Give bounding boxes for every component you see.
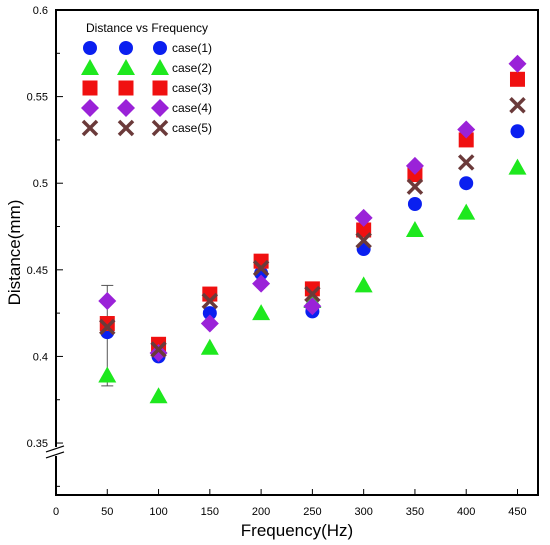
data-point (304, 285, 321, 303)
legend-label: case(5) (172, 121, 212, 135)
y-tick-label: 0.55 (27, 92, 48, 104)
data-point (354, 276, 373, 293)
x-marker-stroke (117, 119, 135, 137)
data-point (405, 156, 424, 175)
y-tick-label: 0.6 (33, 5, 48, 17)
legend-marker (82, 80, 98, 96)
x-marker-stroke (457, 154, 475, 171)
x-marker-stroke (201, 292, 219, 310)
axis-break-gap (48, 446, 64, 456)
legend-marker (117, 99, 135, 117)
data-point (458, 132, 474, 148)
data-point (459, 176, 474, 191)
data-point (149, 387, 168, 404)
data-point (98, 366, 117, 383)
legend-marker (117, 119, 135, 137)
axis-ticks: 0 50 100 150 200 250 300 350 400 450 0.35 0.4 0.45 0.… (27, 5, 527, 518)
x-tick-label: 300 (354, 506, 372, 518)
x-marker-stroke (509, 97, 526, 114)
legend-marker (117, 59, 135, 75)
series-4 (98, 54, 527, 362)
x-marker-stroke (151, 119, 169, 137)
legend-title: Distance vs Frequency (86, 21, 208, 35)
x-marker-stroke (252, 259, 270, 277)
data-point (509, 71, 525, 87)
x-axis-label: Frequency(Hz) (241, 521, 353, 540)
data-point (457, 203, 476, 220)
data-points (98, 54, 527, 404)
y-axis-label: Distance(mm) (5, 200, 24, 306)
y-tick-label: 0.5 (33, 178, 48, 190)
legend-label: case(4) (172, 101, 212, 115)
data-point (354, 208, 373, 227)
data-point (149, 343, 168, 362)
data-point (303, 297, 322, 316)
legend-marker (81, 59, 99, 75)
data-point (99, 318, 116, 336)
x-marker-stroke (81, 119, 99, 137)
data-point (508, 158, 527, 175)
axis-break-slash (45, 445, 65, 453)
data-point (406, 178, 424, 195)
legend-label: case(2) (172, 61, 212, 75)
y-tick-label: 0.4 (33, 351, 48, 363)
data-point (457, 154, 475, 171)
legend-marker (151, 59, 169, 75)
data-point (252, 259, 270, 277)
data-point (407, 197, 422, 211)
x-marker-stroke (304, 285, 321, 303)
legend-marker (81, 99, 99, 117)
x-tick-label: 50 (101, 506, 113, 518)
y-tick-label: 0.45 (27, 265, 48, 277)
data-point (356, 222, 372, 238)
x-tick-label: 0 (53, 506, 59, 518)
x-marker-stroke (355, 232, 372, 249)
data-point (98, 292, 117, 310)
data-point (252, 274, 271, 293)
x-tick-label: 400 (457, 506, 475, 518)
data-point (509, 97, 526, 114)
legend-label: case(1) (172, 41, 212, 55)
series-1 (100, 124, 525, 364)
x-tick-label: 200 (252, 506, 270, 518)
series-2 (98, 158, 527, 404)
data-point (508, 54, 527, 73)
axis-break-slash (45, 451, 65, 459)
legend: Distance vs Frequency case(1) case(2) case(… (81, 21, 212, 137)
data-point (150, 341, 167, 358)
data-point (201, 292, 219, 310)
x-tick-label: 250 (303, 506, 321, 518)
legend-marker (151, 99, 169, 117)
legend-label: case(3) (172, 81, 212, 95)
data-point (200, 314, 219, 333)
legend-marker (152, 80, 168, 96)
data-point (99, 316, 115, 332)
data-point (202, 306, 217, 321)
data-point (510, 124, 525, 139)
legend-marker (153, 41, 167, 55)
legend-marker (83, 41, 97, 55)
x-tick-label: 100 (149, 506, 167, 518)
y-tick-label: 0.35 (27, 438, 48, 450)
x-tick-label: 450 (508, 506, 526, 518)
x-marker-stroke (99, 318, 116, 336)
x-marker-stroke (150, 341, 167, 358)
data-point (200, 338, 219, 355)
data-point (355, 232, 372, 249)
series-5 (99, 97, 526, 358)
legend-marker (119, 41, 133, 55)
plot-frame (55, 9, 539, 496)
data-point (457, 120, 476, 139)
legend-marker (81, 119, 99, 137)
x-tick-label: 150 (201, 506, 219, 518)
x-tick-label: 350 (406, 506, 424, 518)
y-axis-break (45, 445, 65, 459)
legend-marker (118, 80, 134, 96)
x-marker-stroke (406, 178, 424, 195)
legend-marker (151, 119, 169, 137)
data-point (405, 220, 424, 237)
data-point (252, 304, 271, 321)
